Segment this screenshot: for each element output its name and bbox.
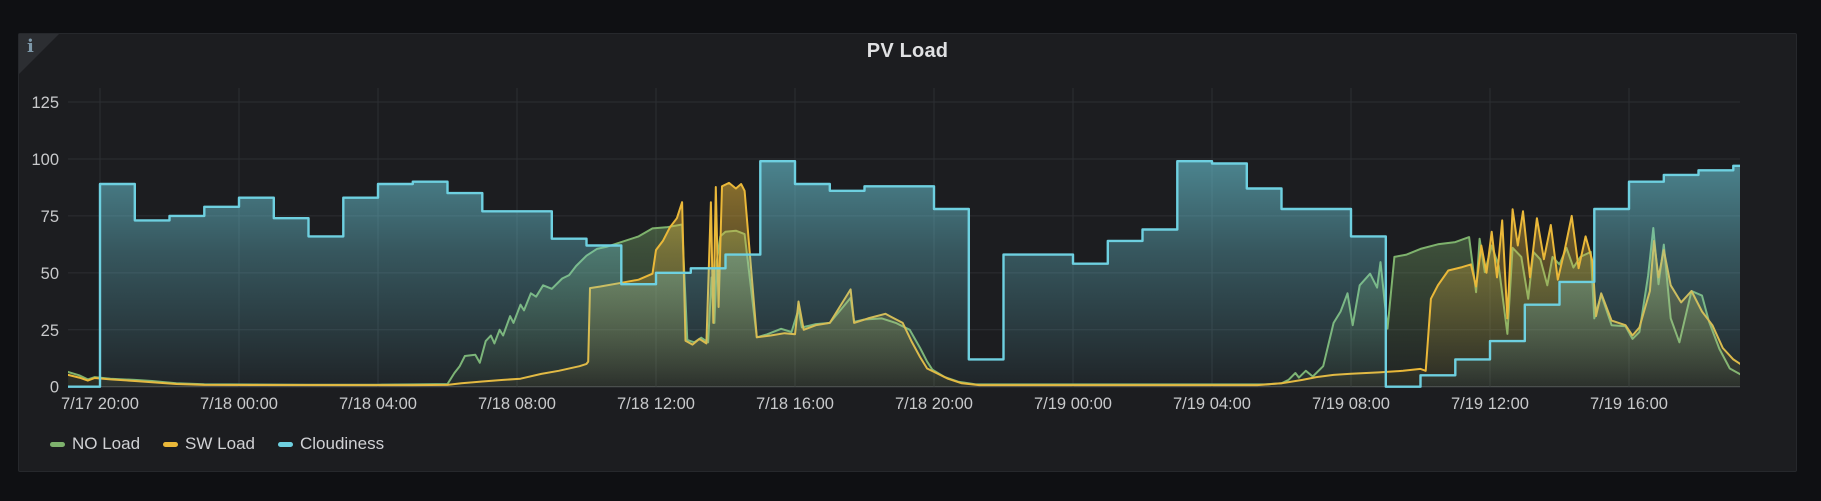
legend-item-no-load[interactable]: NO Load (50, 434, 140, 454)
legend-label: NO Load (72, 434, 141, 453)
plot-series (68, 160, 1740, 388)
x-tick-label: 7/18 04:00 (339, 395, 417, 413)
y-tick-label: 25 (41, 322, 59, 340)
x-tick-label: 7/18 20:00 (895, 395, 973, 413)
panel-title[interactable]: PV Load (866, 40, 949, 62)
cloudiness-area (68, 161, 1740, 387)
cloudiness-line (68, 160, 1740, 388)
y-tick-label: 75 (41, 208, 59, 226)
x-axis: 7/17 20:00 7/18 00:00 7/18 04:00 7/18 08:00… (61, 395, 1668, 413)
cloudiness-series-swatch (277, 441, 293, 447)
y-axis: 0 25 50 75 100 125 (31, 94, 59, 397)
legend-label: SW Load (185, 434, 255, 453)
x-tick-label: 7/19 16:00 (1590, 395, 1668, 413)
info-icon[interactable]: i (27, 36, 34, 57)
sw-load-series-swatch (163, 441, 179, 447)
legend-label: Cloudiness (299, 434, 385, 453)
y-tick-label: 50 (41, 265, 59, 283)
x-tick-label: 7/19 12:00 (1451, 395, 1529, 413)
x-tick-label: 7/17 20:00 (61, 395, 139, 413)
no-load-series-swatch (50, 441, 65, 447)
x-tick-label: 7/19 04:00 (1173, 395, 1251, 413)
x-tick-label: 7/18 08:00 (478, 395, 556, 413)
x-tick-label: 7/19 08:00 (1312, 395, 1390, 413)
legend-item-sw-load[interactable]: SW Load (163, 434, 255, 454)
x-tick-label: 7/18 12:00 (617, 395, 695, 413)
x-tick-label: 7/18 00:00 (200, 395, 278, 413)
y-tick-label: 125 (31, 94, 59, 112)
y-tick-label: 0 (50, 379, 59, 397)
x-tick-label: 7/19 00:00 (1034, 395, 1112, 413)
legend-item-cloudiness[interactable]: Cloudiness (277, 434, 385, 454)
x-tick-label: 7/18 16:00 (756, 395, 834, 413)
chart-legend: NO Load SW Load Cloudiness (50, 434, 384, 454)
panel-info-corner[interactable] (19, 34, 59, 74)
y-tick-label: 100 (31, 151, 59, 169)
